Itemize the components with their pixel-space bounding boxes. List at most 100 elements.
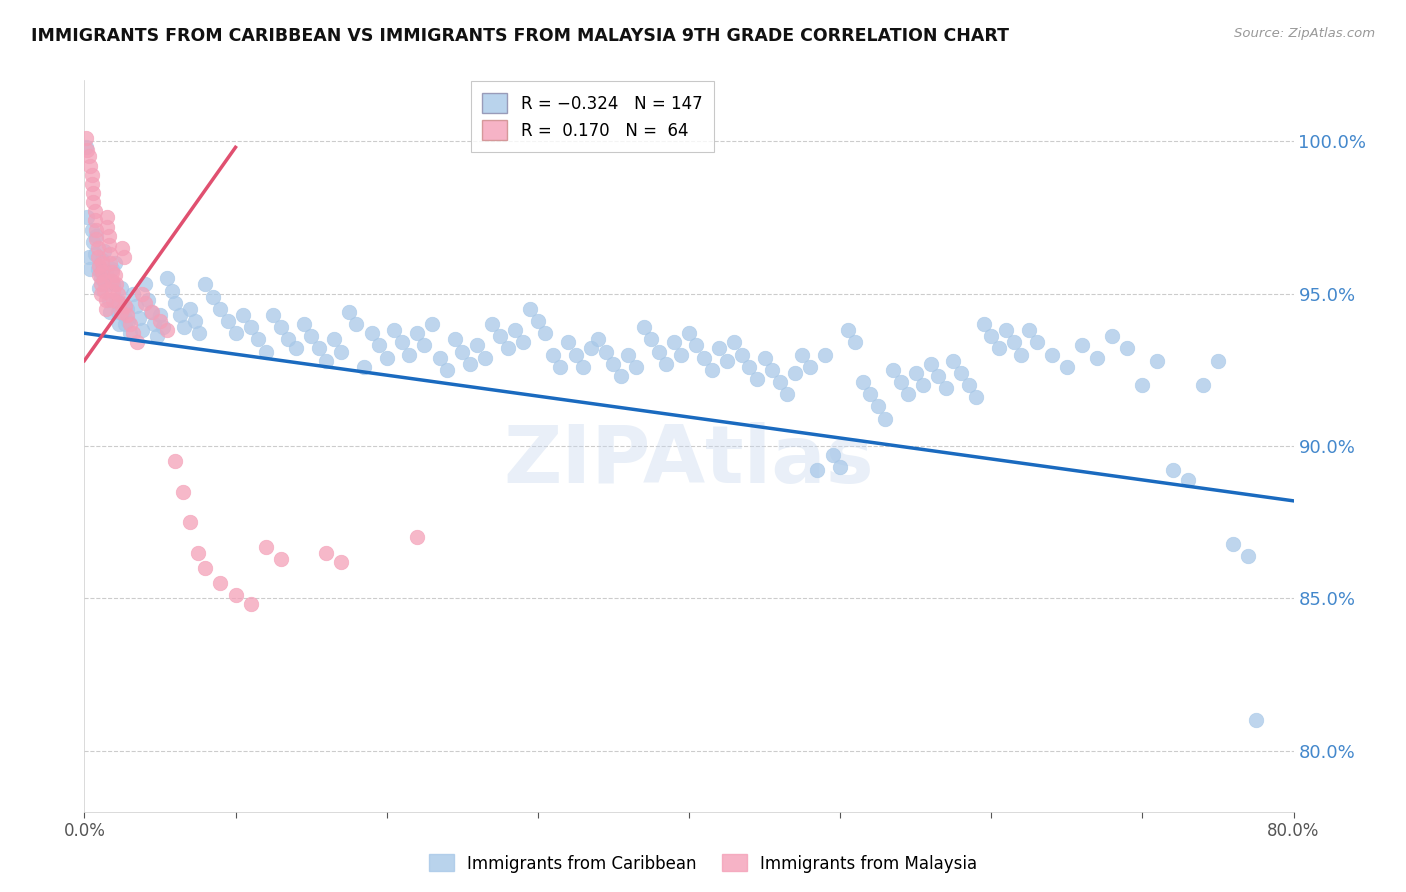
Point <box>610 368 633 383</box>
Point <box>322 332 344 346</box>
Point <box>75 140 97 154</box>
Point <box>557 335 579 350</box>
Point <box>550 359 572 374</box>
Point <box>1222 536 1244 550</box>
Point <box>1116 342 1139 356</box>
Point <box>93 244 115 258</box>
Point <box>98 305 121 319</box>
Point <box>436 363 458 377</box>
Point <box>1101 329 1123 343</box>
Point <box>139 305 162 319</box>
Point <box>104 256 127 270</box>
Point <box>693 351 716 365</box>
Point <box>93 275 115 289</box>
Point <box>814 348 837 362</box>
Point <box>935 381 957 395</box>
Point <box>141 305 163 319</box>
Point <box>239 598 262 612</box>
Point <box>112 308 135 322</box>
Point <box>100 275 122 289</box>
Point <box>973 317 995 331</box>
Point <box>209 301 232 316</box>
Point <box>1025 335 1047 350</box>
Point <box>451 344 474 359</box>
Point <box>754 351 776 365</box>
Point <box>98 256 121 270</box>
Point <box>82 186 104 200</box>
Point <box>96 211 118 225</box>
Point <box>489 329 512 343</box>
Point <box>117 314 139 328</box>
Point <box>1130 378 1153 392</box>
Point <box>315 353 337 368</box>
Point <box>671 348 693 362</box>
Point <box>1146 353 1168 368</box>
Point <box>541 348 564 362</box>
Point <box>84 213 107 227</box>
Point <box>101 293 124 307</box>
Point <box>100 262 122 277</box>
Point <box>97 238 120 252</box>
Point <box>79 159 101 173</box>
Point <box>837 323 859 337</box>
Point <box>987 342 1010 356</box>
Point <box>957 378 980 392</box>
Point <box>866 400 889 414</box>
Point <box>172 484 194 499</box>
Point <box>624 359 647 374</box>
Point <box>920 357 942 371</box>
Point <box>136 293 159 307</box>
Point <box>93 284 115 298</box>
Point <box>98 247 121 261</box>
Point <box>761 363 783 377</box>
Point <box>859 387 882 401</box>
Point <box>87 241 110 255</box>
Point <box>76 144 98 158</box>
Point <box>97 228 120 243</box>
Point <box>86 228 108 243</box>
Point <box>101 277 124 292</box>
Point <box>270 551 292 566</box>
Point <box>79 262 101 277</box>
Point <box>308 342 330 356</box>
Point <box>89 280 111 294</box>
Point <box>1244 714 1267 728</box>
Point <box>277 332 299 346</box>
Point <box>391 335 413 350</box>
Point <box>152 320 174 334</box>
Point <box>648 344 671 359</box>
Point <box>1161 463 1184 477</box>
Point <box>716 353 738 368</box>
Point <box>118 317 141 331</box>
Point <box>821 448 844 462</box>
Point <box>105 293 128 307</box>
Point <box>225 588 247 602</box>
Point <box>86 232 108 246</box>
Point <box>96 219 118 234</box>
Point <box>94 293 117 307</box>
Point <box>131 286 153 301</box>
Point <box>82 235 104 249</box>
Point <box>156 323 179 337</box>
Point <box>125 299 148 313</box>
Point <box>217 314 239 328</box>
Point <box>685 338 707 352</box>
Point <box>91 256 114 270</box>
Point <box>188 326 211 341</box>
Point <box>110 305 132 319</box>
Point <box>82 195 104 210</box>
Point <box>146 329 169 343</box>
Point <box>173 320 195 334</box>
Point <box>723 335 745 350</box>
Point <box>87 250 110 264</box>
Point <box>183 314 205 328</box>
Point <box>769 375 792 389</box>
Point <box>655 357 678 371</box>
Point <box>368 338 391 352</box>
Point <box>927 368 949 383</box>
Point <box>474 351 496 365</box>
Point <box>86 222 108 236</box>
Point <box>90 271 112 285</box>
Point <box>398 348 420 362</box>
Point <box>121 286 143 301</box>
